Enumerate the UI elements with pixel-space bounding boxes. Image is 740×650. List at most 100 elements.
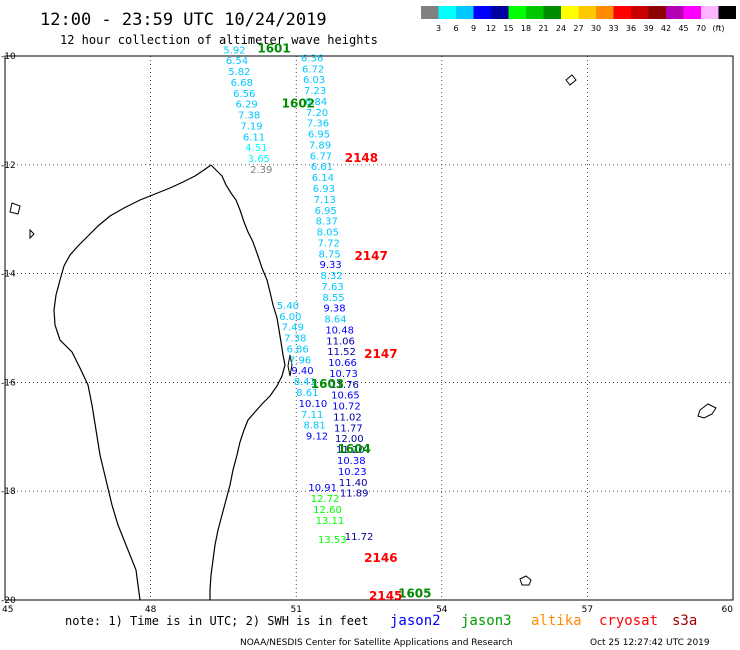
wave-height-value: 12.60 bbox=[313, 505, 342, 516]
wave-height-value: 7.36 bbox=[307, 119, 329, 130]
wave-height-value: 6.00 bbox=[279, 312, 301, 323]
wave-height-value: 8.55 bbox=[322, 293, 344, 304]
track-label: 2147 bbox=[364, 347, 397, 361]
wave-height-value: 11.89 bbox=[340, 489, 369, 500]
track-label: 1602 bbox=[282, 97, 315, 111]
wave-height-value: 6.95 bbox=[308, 130, 330, 141]
lon-tick-label: 54 bbox=[436, 605, 448, 615]
ste-marie-island bbox=[287, 354, 293, 377]
wave-height-value: 6.03 bbox=[303, 75, 325, 86]
wave-height-value: 11.72 bbox=[345, 532, 374, 543]
wave-height-value: 3.65 bbox=[248, 154, 270, 165]
wave-height-value: 10.73 bbox=[329, 369, 358, 380]
wave-height-value: 6.54 bbox=[226, 56, 248, 67]
lon-tick-label: 60 bbox=[722, 605, 734, 615]
wave-height-value: 5.82 bbox=[228, 67, 250, 78]
legend-swatch bbox=[473, 6, 491, 19]
legend-label: 33 bbox=[608, 24, 618, 33]
color-legend-labels: 3 6 9 12 15 18 21 24 27 30 33 36 39 42 45 70 (ft) bbox=[436, 24, 725, 33]
wave-height-value: 6.29 bbox=[236, 100, 258, 111]
wave-height-value: 8.61 bbox=[296, 388, 318, 399]
legend-label: 24 bbox=[556, 24, 566, 33]
wave-height-value: 8.81 bbox=[303, 421, 325, 432]
wave-height-value: 10.23 bbox=[338, 467, 367, 478]
wave-height-value: 11.40 bbox=[339, 478, 368, 489]
reunion-island bbox=[519, 575, 532, 586]
wave-height-value: 9.38 bbox=[323, 304, 345, 315]
legend-label: 18 bbox=[521, 24, 531, 33]
wave-height-value: 7.11 bbox=[301, 410, 323, 421]
wave-height-value: 6.86 bbox=[286, 344, 308, 355]
lat-tick-label: -16 bbox=[1, 378, 16, 388]
wave-height-value: 7.38 bbox=[284, 334, 306, 345]
wave-height-value: 7.49 bbox=[282, 323, 304, 334]
track-label: 2147 bbox=[354, 249, 387, 263]
wave-height-value: 6.36 bbox=[301, 53, 323, 64]
agalega-island bbox=[565, 74, 577, 86]
wave-height-value: 7.63 bbox=[321, 282, 343, 293]
wave-height-value: 6.93 bbox=[313, 184, 335, 195]
legend-swatch bbox=[666, 6, 684, 19]
legend-swatch bbox=[543, 6, 561, 19]
wave-height-value: 7.20 bbox=[306, 108, 328, 119]
lon-tick-label: 45 bbox=[2, 605, 13, 615]
mauritius-island bbox=[697, 403, 717, 419]
legend-swatch bbox=[718, 6, 736, 19]
legend-swatch bbox=[596, 6, 614, 19]
wave-height-value: 12.72 bbox=[311, 494, 340, 505]
wave-height-value: 2.39 bbox=[250, 165, 272, 176]
legend-swatch bbox=[491, 6, 509, 19]
legend-swatch bbox=[526, 6, 544, 19]
wave-height-value: 7.13 bbox=[314, 195, 336, 206]
lon-tick-label: 57 bbox=[582, 605, 593, 615]
wave-height-observations: 5.926.545.826.686.566.297.387.196.114.51… bbox=[223, 45, 373, 546]
wave-height-value: 6.72 bbox=[302, 64, 324, 75]
legend-swatch bbox=[613, 6, 631, 19]
wave-height-value: 13.53 bbox=[318, 535, 347, 546]
wave-height-value: 11.02 bbox=[333, 412, 362, 423]
legend-swatch bbox=[683, 6, 701, 19]
wave-height-value: 8.64 bbox=[324, 315, 346, 326]
wave-height-value: 8.75 bbox=[319, 249, 341, 260]
track-label: 1603 bbox=[311, 377, 344, 391]
comoros-island bbox=[9, 202, 35, 240]
wave-height-value: 4.51 bbox=[245, 143, 267, 154]
wave-height-value: 8.32 bbox=[320, 271, 342, 282]
legend-label: 27 bbox=[573, 24, 583, 33]
wave-height-value: 6.68 bbox=[231, 78, 253, 89]
wave-height-value: 6.77 bbox=[310, 151, 332, 162]
wave-height-value: 10.65 bbox=[331, 391, 360, 402]
graticule: 45 48 51 54 57 60 -10 -12 -14 -16 -18 -20 bbox=[1, 52, 733, 615]
track-label: 1605 bbox=[398, 586, 431, 600]
legend-label: 42 bbox=[661, 24, 671, 33]
legend-label: 45 bbox=[678, 24, 688, 33]
sat-cryosat: cryosat bbox=[599, 613, 658, 629]
track-label: 2148 bbox=[345, 151, 378, 165]
track-label: 2146 bbox=[364, 551, 397, 565]
track-label: 1604 bbox=[337, 442, 370, 456]
sat-altika: altika bbox=[531, 613, 582, 629]
wave-height-value: 7.38 bbox=[238, 111, 260, 122]
legend-label: 70 bbox=[696, 24, 706, 33]
legend-label: (ft) bbox=[712, 24, 724, 33]
legend-swatch bbox=[701, 6, 719, 19]
wave-height-value: 10.38 bbox=[337, 456, 366, 467]
legend-label: 21 bbox=[538, 24, 548, 33]
lat-tick-label: -20 bbox=[1, 596, 16, 606]
legend-label: 39 bbox=[643, 24, 653, 33]
lon-tick-label: 48 bbox=[145, 605, 157, 615]
legend-swatch bbox=[421, 6, 439, 19]
legend-label: 6 bbox=[453, 24, 458, 33]
wave-height-value: 6.61 bbox=[311, 162, 333, 173]
color-legend bbox=[421, 6, 736, 19]
map-frame bbox=[4, 55, 734, 601]
wave-height-value: 9.40 bbox=[291, 366, 313, 377]
wave-height-value: 11.52 bbox=[327, 347, 356, 358]
sat-jason2: jason2 bbox=[390, 613, 441, 629]
legend-label: 12 bbox=[486, 24, 496, 33]
wave-height-value: 13.11 bbox=[316, 516, 345, 527]
wave-height-value: 12.00 bbox=[335, 434, 364, 445]
legend-swatch bbox=[508, 6, 526, 19]
legend-swatch bbox=[456, 6, 474, 19]
